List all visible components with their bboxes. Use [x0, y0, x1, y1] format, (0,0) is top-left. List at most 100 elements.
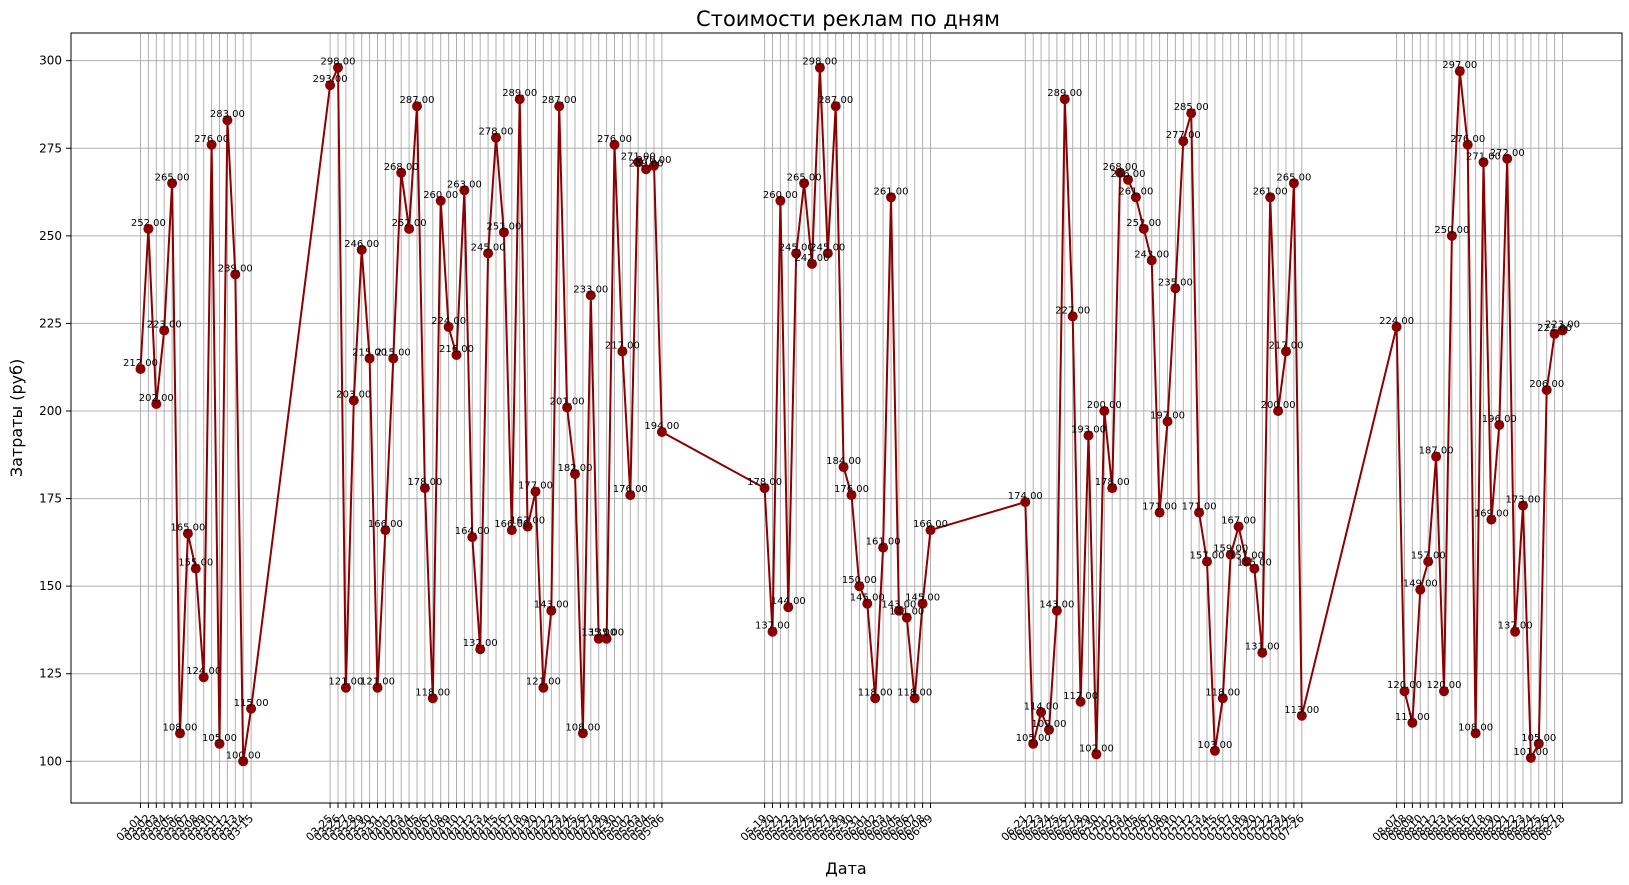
- data-label: 239.00: [218, 263, 253, 274]
- data-point: [404, 223, 415, 234]
- data-label: 276.00: [1450, 134, 1485, 145]
- data-point: [1423, 556, 1434, 567]
- data-point: [854, 581, 865, 592]
- data-label: 278.00: [479, 127, 514, 138]
- data-label: 260.00: [423, 190, 458, 201]
- data-label: 137.00: [755, 621, 790, 632]
- data-label: 270.00: [637, 155, 672, 166]
- series-line: [139, 66, 1563, 763]
- data-label: 150.00: [842, 575, 877, 586]
- data-label: 108.00: [1458, 722, 1493, 733]
- data-label: 157.00: [1411, 551, 1446, 562]
- data-point: [1083, 430, 1094, 441]
- data-point: [530, 486, 541, 497]
- data-label: 287.00: [400, 95, 435, 106]
- data-label: 159.00: [1213, 544, 1248, 555]
- data-point: [838, 462, 849, 473]
- data-point: [1281, 346, 1291, 357]
- data-point: [1510, 626, 1521, 637]
- data-label: 245.00: [471, 242, 506, 253]
- y-tick-label: 175: [39, 492, 62, 506]
- data-label: 203.00: [336, 389, 371, 400]
- data-label: 155.00: [178, 558, 213, 569]
- data-point: [1257, 647, 1268, 658]
- data-label: 235.00: [1158, 277, 1193, 288]
- data-label: 120.00: [1387, 680, 1422, 691]
- data-point: [1470, 728, 1481, 739]
- data-point: [1557, 325, 1568, 336]
- series-polyline: [139, 66, 1563, 763]
- data-label: 233.00: [573, 284, 608, 295]
- data-point: [1059, 94, 1070, 105]
- data-point: [1549, 328, 1560, 339]
- data-point: [546, 605, 557, 616]
- data-point: [1146, 255, 1157, 266]
- data-label: 120.00: [1427, 680, 1462, 691]
- data-label: 121.00: [360, 677, 395, 688]
- data-point: [1533, 738, 1544, 749]
- data-point: [656, 427, 667, 438]
- plot-frame: [70, 32, 1623, 804]
- data-point: [1391, 321, 1402, 332]
- data-label: 118.00: [415, 687, 450, 698]
- data-label: 243.00: [1134, 249, 1169, 260]
- data-label: 265.00: [787, 172, 822, 183]
- data-point: [1502, 153, 1513, 164]
- data-label: 105.00: [1016, 733, 1051, 744]
- data-point: [617, 346, 628, 357]
- data-point: [1249, 563, 1260, 574]
- data-point: [206, 139, 217, 150]
- data-point: [522, 521, 533, 532]
- data-point: [609, 139, 620, 150]
- data-label: 174.00: [1008, 491, 1043, 502]
- data-label: 215.00: [376, 347, 411, 358]
- data-point: [1099, 405, 1110, 416]
- data-point: [585, 290, 596, 301]
- data-label: 260.00: [763, 190, 798, 201]
- data-label: 178.00: [747, 477, 782, 488]
- data-point: [830, 101, 841, 112]
- data-label: 289.00: [1047, 88, 1082, 99]
- data-label: 193.00: [1071, 425, 1106, 436]
- y-tick-label: 150: [39, 579, 62, 593]
- data-label: 101.00: [1513, 747, 1548, 758]
- data-label: 268.00: [384, 162, 419, 173]
- data-point: [1541, 384, 1552, 395]
- data-label: 118.00: [858, 687, 893, 698]
- data-label: 298.00: [321, 57, 356, 68]
- data-label: 252.00: [392, 218, 427, 229]
- data-label: 277.00: [1166, 130, 1201, 141]
- data-labels: 212.00 252.00 202.00 223.00 265.00 108.00 165.…: [123, 57, 1580, 762]
- data-label: 171.00: [1182, 502, 1217, 513]
- data-label: 215.00: [352, 347, 387, 358]
- data-label: 285.00: [1174, 102, 1209, 113]
- data-label: 224.00: [1379, 316, 1414, 327]
- data-point: [1439, 686, 1449, 697]
- data-point: [514, 94, 525, 105]
- data-label: 271.00: [621, 151, 656, 162]
- data-point: [901, 612, 912, 623]
- data-point: [1288, 178, 1299, 189]
- data-point: [1162, 416, 1173, 427]
- data-point: [1051, 605, 1062, 616]
- data-point: [593, 633, 604, 644]
- data-label: 265.00: [155, 172, 190, 183]
- data-label: 202.00: [139, 393, 174, 404]
- data-label: 145.00: [905, 593, 940, 604]
- data-label: 177.00: [518, 481, 553, 492]
- data-label: 121.00: [328, 677, 363, 688]
- data-point: [412, 101, 422, 112]
- data-point: [870, 693, 881, 704]
- data-point: [419, 483, 430, 494]
- data-point: [230, 269, 241, 280]
- data-label: 245.00: [810, 242, 845, 253]
- data-label: 266.00: [1111, 169, 1146, 180]
- data-point: [246, 703, 257, 714]
- data-label: 216.00: [439, 344, 474, 355]
- data-point: [451, 349, 462, 360]
- y-axis-label: Затраты (руб): [7, 359, 26, 477]
- data-label: 113.00: [1284, 705, 1319, 716]
- data-label: 105.00: [1521, 733, 1556, 744]
- data-point: [1241, 556, 1252, 567]
- data-point: [143, 223, 154, 234]
